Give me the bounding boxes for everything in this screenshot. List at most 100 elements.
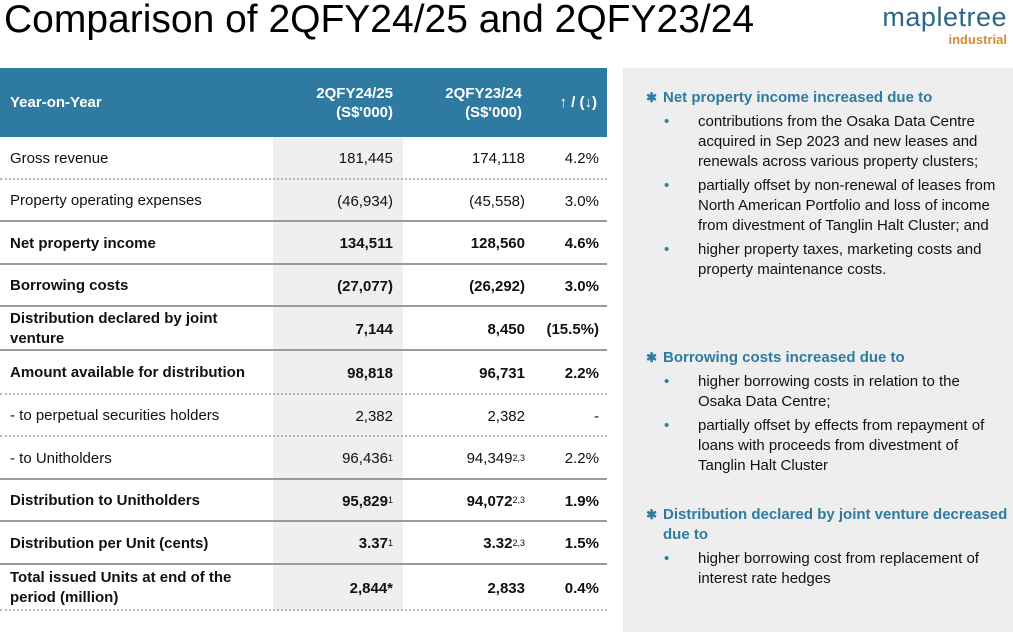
bullet-text: contributions from the Osaka Data Centre… [698,113,979,170]
table-row: Property operating expenses (46,934) (45,5… [0,180,607,222]
bullet-item: • higher borrowing costs in relation to t… [623,372,1013,412]
row-label: Distribution per Unit (cents) [0,522,273,565]
prior-period-value: (45,558) [403,180,532,222]
section-heading-text: Distribution declared by joint venture d… [663,506,1008,543]
section-heading-text: Net property income increased due to [663,89,933,106]
bullet-text: partially offset by non-renewal of lease… [698,177,996,234]
current-period-value: 134,511 [273,222,403,265]
row-label-text: - to Unitholders [10,449,112,467]
change-value-text: 2.2% [564,450,599,467]
table-row: - to perpetual securities holders 2,382 2,… [0,395,607,437]
table-row: Distribution per Unit (cents) 3.37 1 3.32 2,… [0,522,607,565]
header-prior-period: 2QFY23/24 (S$'000) [445,84,522,121]
current-period-value: 2,844* [273,565,403,611]
row-label-text: Distribution declared by joint venture [10,310,218,347]
change-value: 1.9% [532,480,607,522]
bullet-item: • partially offset by effects from repaym… [623,416,1013,476]
bullet-dot-icon: • [664,113,670,130]
prior-period-value-text: 128,560 [470,235,525,252]
prior-period-value: 2,833 [403,565,532,611]
current-period-value-text: 3.37 [358,535,388,552]
table-row: - to Unitholders 96,436 1 94,349 2,3 2.2% [0,437,607,480]
bullet-item: • partially offset by non-renewal of leas… [623,176,1013,236]
change-value: 0.4% [532,565,607,611]
prior-period-value-text: 94,349 [466,450,513,467]
prior-period-value-text: (45,558) [469,192,525,210]
logo-subtitle: industrial [948,32,1007,47]
row-label-text: Amount available for distribution [10,364,246,381]
change-value-text: 1.9% [564,492,599,510]
change-value-text: (15.5%) [546,320,599,338]
commentary-section: ✱ Distribution declared by joint venture … [623,505,1013,589]
change-value: 3.0% [532,180,607,222]
row-label: Amount available for distribution [0,351,273,395]
table-row: Borrowing costs (27,077) (26,292) 3.0% [0,265,607,307]
change-value-text: 4.6% [564,235,599,252]
current-period-value-text: 98,818 [347,364,393,382]
row-label: Distribution to Unitholders [0,480,273,522]
row-label-text: Distribution per Unit (cents) [10,534,209,552]
change-value: 3.0% [532,265,607,307]
change-value-text: 0.4% [564,579,599,597]
current-period-value-text: 2,844* [349,579,393,597]
row-label: - to Unitholders [0,437,273,480]
table-row: Net property income 134,511 128,560 4.6% [0,222,607,265]
current-period-value-text: (27,077) [337,277,393,295]
header-change: ↑ / (↓) [559,94,598,111]
section-heading-text: Borrowing costs increased due to [663,349,905,366]
current-period-value: 2,382 [273,395,403,437]
current-period-value-text: 181,445 [338,150,393,167]
current-period-value-text: 96,436 [342,450,388,467]
prior-period-value: (26,292) [403,265,532,307]
bullet-dot-icon: • [664,373,670,390]
prior-period-value: 8,450 [403,307,532,351]
change-value-text: 3.0% [564,277,599,295]
table-row: Distribution to Unitholders 95,829 1 94,072… [0,480,607,522]
prior-period-value-text: 96,731 [479,364,525,382]
prior-period-value: 94,349 2,3 [466,450,525,467]
bullet-text: higher borrowing cost from replacement o… [698,550,979,587]
current-period-value-text: 95,829 [342,492,388,510]
change-value: - [532,395,607,437]
prior-period-value-text: (26,292) [469,277,525,295]
bullet-dot-icon: • [664,417,670,434]
section-heading: ✱ Borrowing costs increased due to [623,348,1013,368]
current-period-value-text: (46,934) [337,192,393,210]
bullet-dot-icon: • [664,550,670,567]
table-row: Gross revenue 181,445 174,118 4.2% [0,137,607,180]
change-value: (15.5%) [532,307,607,351]
row-label-text: Property operating expenses [10,192,202,209]
current-period-value: 181,445 [273,137,403,180]
row-label-text: Gross revenue [10,149,109,167]
page-title: Comparison of 2QFY24/25 and 2QFY23/24 [4,0,755,41]
prior-period-value: 2,382 [403,395,532,437]
change-value-text: 3.0% [564,192,599,210]
change-value: 2.2% [532,351,607,395]
row-label: Borrowing costs [0,265,273,307]
row-label-text: Total issued Units at end of the period … [10,569,232,606]
prior-period-value-text: 2,833 [487,579,525,597]
bullet-text: higher property taxes, marketing costs a… [698,241,982,278]
row-label-text: Net property income [10,234,156,252]
current-period-value: 96,436 1 [273,437,403,480]
change-value: 2.2% [532,437,607,480]
bullet-item: • higher property taxes, marketing costs … [623,240,1013,280]
table-row: Amount available for distribution 98,818 9… [0,351,607,395]
prior-period-value-text: 94,072 [466,492,513,510]
comparison-table: Year-on-Year 2QFY24/25 (S$'000) 2QFY23/2… [0,68,607,611]
prior-period-value: 94,072 2,3 [466,492,525,510]
table-body: Gross revenue 181,445 174,118 4.2% Property … [0,137,607,611]
change-value: 1.5% [532,522,607,565]
row-label-text: Borrowing costs [10,277,129,294]
commentary-section: ✱ Net property income increased due to • co… [623,88,1013,280]
row-label: Gross revenue [0,137,273,180]
table-row: Total issued Units at end of the period … [0,565,607,611]
commentary-section: ✱ Borrowing costs increased due to • higher… [623,348,1013,476]
current-period-value: 3.37 1 [273,522,403,565]
current-period-value-text: 2,382 [355,407,393,425]
current-period-value-text: 134,511 [339,235,393,252]
change-value: 4.2% [532,137,607,180]
row-label-text: Distribution to Unitholders [10,492,200,509]
asterisk-bullet-icon: ✱ [646,507,657,522]
commentary-panel: ✱ Net property income increased due to • co… [623,68,1013,632]
